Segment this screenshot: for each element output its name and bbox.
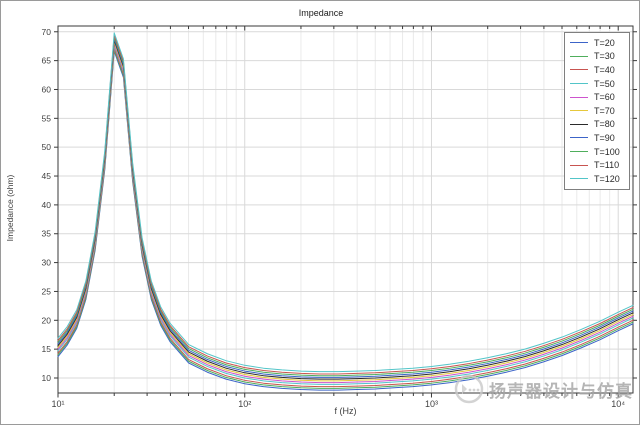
series-line-t120 <box>57 32 634 373</box>
x-tick-label: 10¹ <box>51 399 64 409</box>
y-tick-label: 60 <box>42 84 52 94</box>
series-line-t110 <box>57 34 634 375</box>
y-tick-label: 35 <box>42 229 52 239</box>
series-line-t70 <box>57 41 634 382</box>
legend-item: T=20 <box>570 36 624 50</box>
series-line-t100 <box>57 36 634 377</box>
y-tick-label: 55 <box>42 113 52 123</box>
legend-label: T=40 <box>594 64 615 75</box>
legend-label: T=30 <box>594 51 615 62</box>
legend-label: T=110 <box>594 160 620 171</box>
plot-frame <box>57 25 634 394</box>
legend-item: T=70 <box>570 104 624 118</box>
x-axis-label: f (Hz) <box>334 406 357 416</box>
y-tick-label: 70 <box>42 27 52 37</box>
series-line-t50 <box>57 45 634 385</box>
legend-line-swatch <box>570 55 588 57</box>
series-line-t40 <box>57 47 634 388</box>
legend-item: T=60 <box>570 90 624 104</box>
legend-label: T=50 <box>594 78 615 89</box>
y-tick-label: 50 <box>42 142 52 152</box>
y-tick-label: 30 <box>42 258 52 268</box>
chart-title: Impedance <box>298 8 344 18</box>
legend-item: T=110 <box>570 158 624 172</box>
y-tick-label: 65 <box>42 56 52 66</box>
legend-label: T=100 <box>594 146 620 157</box>
y-tick-label: 10 <box>42 373 52 383</box>
legend-line-swatch <box>570 69 588 71</box>
y-tick-label: 40 <box>42 200 52 210</box>
legend-label: T=120 <box>594 173 620 184</box>
legend-item: T=120 <box>570 172 624 186</box>
y-tick-label: 15 <box>42 344 52 354</box>
legend-label: T=70 <box>594 105 615 116</box>
legend-item: T=100 <box>570 145 624 159</box>
legend-label: T=20 <box>594 37 615 48</box>
legend-line-swatch <box>570 137 588 139</box>
legend-item: T=50 <box>570 77 624 91</box>
legend-line-swatch <box>570 178 588 180</box>
legend-line-swatch <box>570 83 588 85</box>
y-tick-label: 20 <box>42 315 52 325</box>
legend: T=20 T=30 T=40 T=50 T=60 T=70 T=80 T=90 T=100 T=1… <box>564 32 630 190</box>
legend-item: T=90 <box>570 131 624 145</box>
series-line-t60 <box>57 43 634 384</box>
series-line-t30 <box>57 49 634 389</box>
series-line-t90 <box>57 38 634 378</box>
legend-label: T=90 <box>594 132 615 143</box>
legend-item: T=80 <box>570 118 624 132</box>
y-tick-label: 25 <box>42 286 52 296</box>
legend-line-swatch <box>570 123 588 125</box>
series-line-t20 <box>57 50 634 391</box>
x-tick-label: 10⁴ <box>611 399 625 409</box>
legend-item: T=30 <box>570 50 624 64</box>
legend-item: T=40 <box>570 63 624 77</box>
legend-line-swatch <box>570 110 588 112</box>
legend-line-swatch <box>570 164 588 166</box>
legend-label: T=80 <box>594 119 615 130</box>
legend-label: T=60 <box>594 92 615 103</box>
legend-line-swatch <box>570 96 588 98</box>
legend-line-swatch <box>570 42 588 44</box>
x-tick-label: 10³ <box>425 399 438 409</box>
series-line-t80 <box>57 39 634 380</box>
y-tick-label: 45 <box>42 171 52 181</box>
x-tick-label: 10² <box>238 399 251 409</box>
legend-line-swatch <box>570 151 588 153</box>
